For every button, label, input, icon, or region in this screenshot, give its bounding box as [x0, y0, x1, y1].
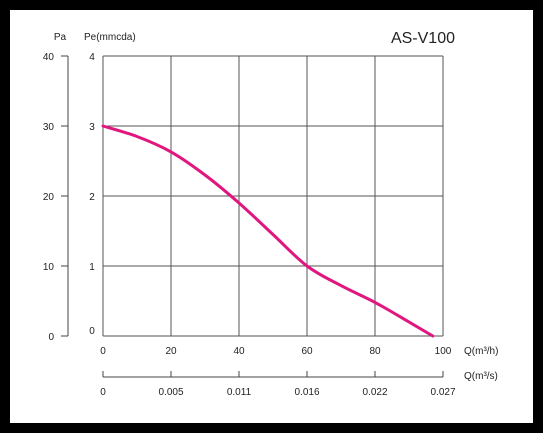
- x-tick-label: 20: [165, 346, 177, 357]
- mmcda-tick-label: 4: [89, 52, 95, 63]
- secondary-tick-label: 0.027: [430, 387, 455, 398]
- x-axis-label-secondary: Q(m³/s): [464, 371, 498, 382]
- y-axis-label-mmcda: Pe(mmcda): [84, 32, 136, 43]
- secondary-tick-label: 0.022: [362, 387, 387, 398]
- x-axis-label: Q(m³/h): [464, 346, 498, 357]
- x-tick-label: 60: [301, 346, 313, 357]
- secondary-tick-label: 0.016: [294, 387, 319, 398]
- secondary-tick-label: 0: [100, 387, 106, 398]
- pa-tick-label: 10: [43, 262, 55, 273]
- mmcda-axis: 4 3 2 1 0: [89, 52, 95, 337]
- pa-tick-label: 0: [48, 332, 54, 343]
- secondary-tick-label: 0.011: [227, 387, 252, 398]
- secondary-x-axis: 0 0.005 0.011 0.016 0.022 0.027: [100, 371, 456, 398]
- y-axis-label-pa: Pa: [54, 32, 67, 43]
- x-axis: 0 20 40 60 80 100: [100, 346, 452, 357]
- x-tick-label: 0: [100, 346, 106, 357]
- series-line: [101, 124, 435, 338]
- pa-axis: 40 30 20 10 0: [43, 52, 68, 343]
- pa-tick-label: 20: [43, 192, 55, 203]
- x-tick-label: 40: [233, 346, 245, 357]
- mmcda-tick-label: 3: [89, 122, 95, 133]
- mmcda-tick-label: 0: [89, 326, 95, 337]
- pa-tick-label: 30: [43, 122, 55, 133]
- chart-title: AS-V100: [391, 30, 455, 47]
- grid: [102, 55, 444, 337]
- secondary-tick-label: 0.005: [158, 387, 183, 398]
- x-tick-label: 100: [435, 346, 452, 357]
- pa-tick-label: 40: [43, 52, 55, 63]
- x-tick-label: 80: [369, 346, 381, 357]
- mmcda-tick-label: 2: [89, 192, 95, 203]
- mmcda-tick-label: 1: [89, 262, 95, 273]
